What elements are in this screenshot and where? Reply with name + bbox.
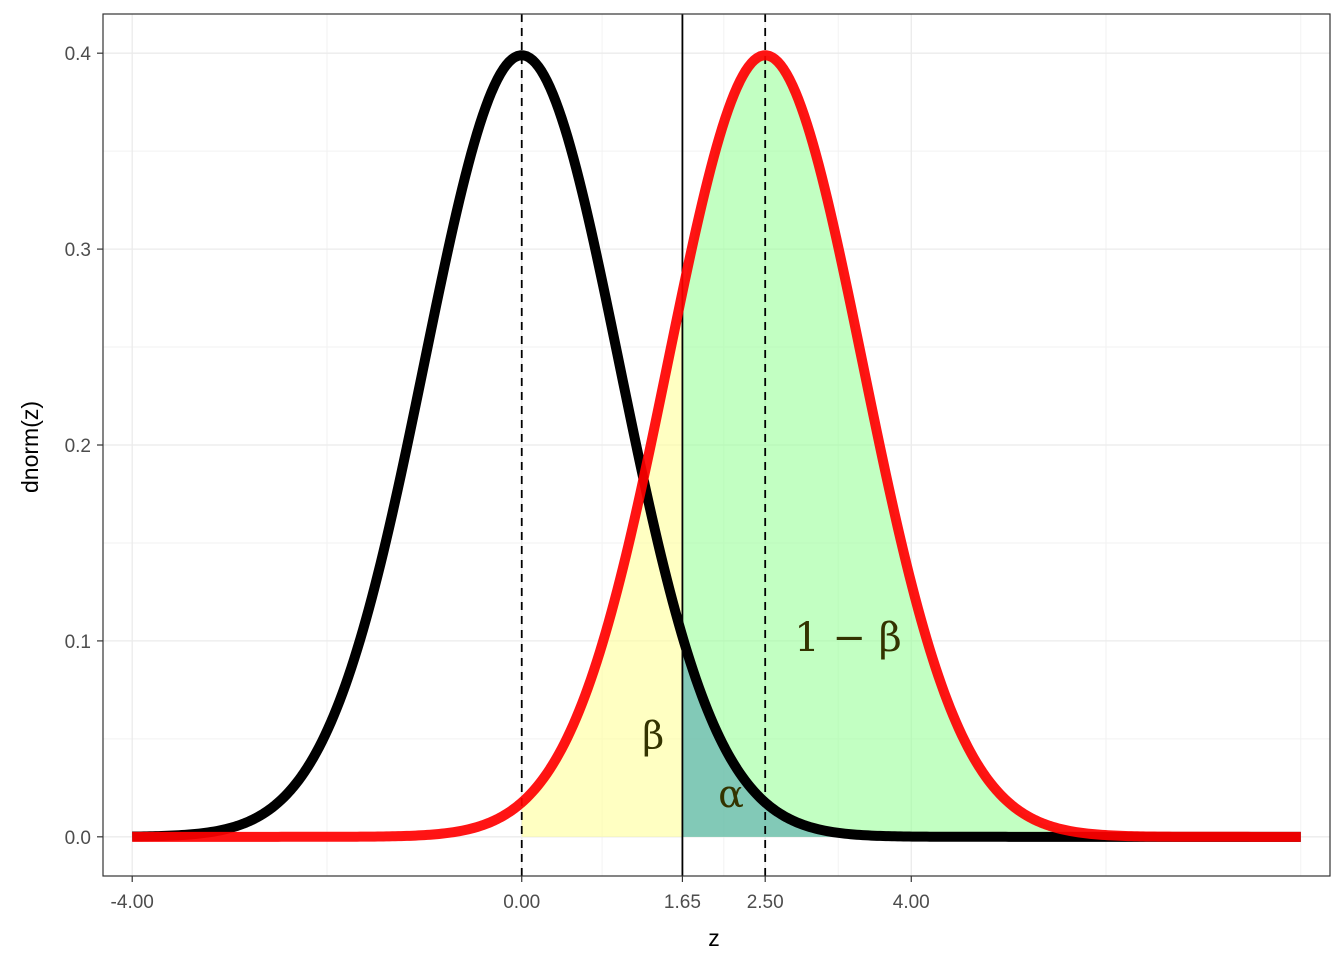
density-curves	[130, 50, 1303, 842]
reference-lines	[520, 14, 767, 876]
x-axis-ticks: -4.00 0.00 1.65 2.50 4.00	[111, 876, 930, 913]
y-tick-label: 0.0	[65, 828, 91, 849]
alternative-density-curve	[130, 50, 1303, 842]
shaded-region	[682, 636, 1107, 837]
x-tick-label: 2.50	[747, 892, 784, 913]
annotation-label: α	[718, 772, 744, 816]
y-tick-label: 0.4	[65, 44, 92, 65]
x-tick-label: 1.65	[664, 892, 701, 913]
annotation-label: 1 − β	[794, 615, 902, 661]
x-tick-label: 4.00	[893, 892, 930, 913]
shaded-region	[682, 55, 1107, 837]
shaded-region	[521, 292, 683, 837]
x-tick-label: 0.00	[503, 892, 540, 913]
x-axis-title: z	[708, 925, 720, 951]
y-axis-ticks: 0.0 0.1 0.2 0.3 0.4	[65, 44, 103, 849]
y-axis-title: dnorm(z)	[17, 401, 43, 493]
y-tick-label: 0.2	[65, 436, 91, 457]
annotations: β α 1 − β	[642, 615, 902, 816]
shaded-areas	[521, 55, 1107, 837]
annotation-label: β	[642, 713, 664, 757]
x-tick-label: -4.00	[111, 892, 154, 913]
y-tick-label: 0.3	[65, 240, 91, 261]
y-tick-label: 0.1	[65, 632, 91, 653]
